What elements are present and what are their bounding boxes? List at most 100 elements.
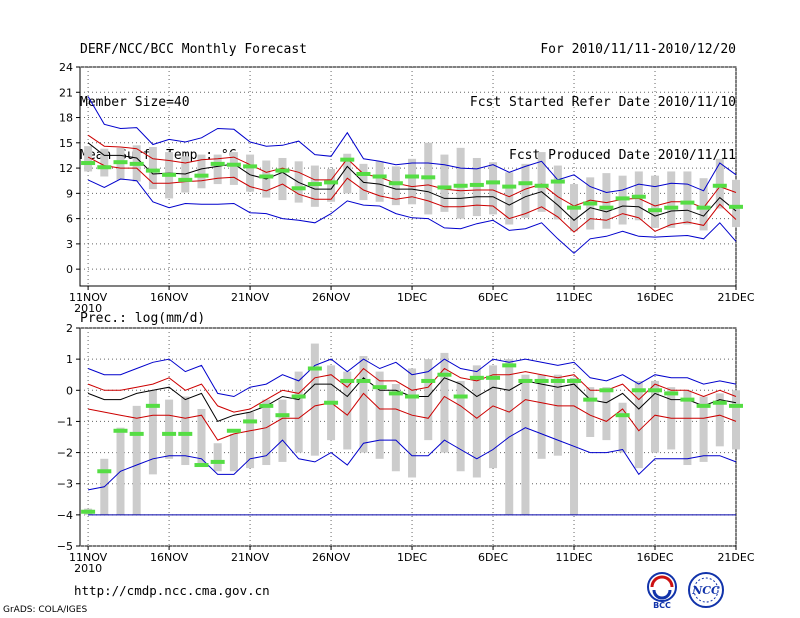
- panel1-x-tick-label: 1DEC: [397, 291, 427, 304]
- panel1-member-marker: [502, 184, 517, 189]
- panel2-member-marker: [259, 403, 274, 408]
- panel1-member-marker: [583, 201, 598, 206]
- panel2-member-marker: [275, 413, 290, 418]
- panel2-ensemble-box: [683, 390, 692, 466]
- panel1-ensemble-box: [521, 163, 530, 218]
- panel2-series-upper-line: [87, 367, 737, 413]
- panel2-ensemble-box: [732, 390, 740, 450]
- panel2-y-tick-label: 1: [66, 353, 73, 366]
- panel2-y-tick-label: −4: [57, 509, 73, 522]
- grads-credit: GrADS: COLA/IGES: [3, 605, 88, 615]
- panel2-member-marker: [550, 378, 565, 383]
- panel1-member-marker: [664, 205, 679, 210]
- panel2-ensemble-box: [489, 365, 498, 469]
- panel2-member-marker: [113, 428, 128, 433]
- panel1-member-marker: [372, 174, 387, 179]
- panel1-ensemble-box: [553, 165, 562, 220]
- panel2-member-marker: [162, 431, 177, 436]
- panel1-ensemble-box: [375, 161, 384, 202]
- panel1-member-marker: [162, 172, 177, 177]
- panel1-member-marker: [243, 164, 258, 169]
- ncc-logo-label: NCC: [691, 584, 720, 597]
- panel1-x-tick-label: 21NOV: [231, 291, 270, 304]
- panel1-member-marker: [275, 168, 290, 173]
- panel2-member-marker: [210, 459, 225, 464]
- panel1-member-marker: [648, 208, 663, 213]
- forecast-period: For 2010/11/11-2010/12/20: [540, 42, 736, 57]
- panel2-ensemble-box: [651, 380, 660, 453]
- panel1-ensemble-box: [732, 179, 740, 228]
- panel1-ensemble-box: [408, 158, 417, 205]
- panel2-member-marker: [307, 366, 322, 371]
- panel2-ensemble-box: [181, 396, 190, 466]
- panel1-member-marker: [259, 174, 274, 179]
- panel1-x-tick-year: 2010: [74, 302, 102, 315]
- panel2-member-marker: [324, 400, 339, 405]
- panel2-ensemble-box: [294, 371, 303, 453]
- panel1-x-tick-label: 11NOV: [69, 291, 108, 304]
- panel2-ensemble-box: [197, 408, 206, 466]
- panel1-ensemble-box: [537, 152, 546, 212]
- panel2-ensemble-box: [229, 433, 238, 472]
- panel2-x-tick-label: 21NOV: [231, 551, 270, 564]
- panel2-y-tick-label: −1: [57, 415, 73, 428]
- panel1-y-tick-label: 15: [59, 137, 73, 150]
- panel2-x-tick-label: 21DEC: [717, 551, 754, 564]
- panel2-y-tick-label: 0: [66, 384, 73, 397]
- panel2-x-tick-label: 26NOV: [312, 551, 351, 564]
- panel1-ensemble-box: [667, 171, 676, 228]
- panel2-member-marker: [648, 388, 663, 393]
- panel2-member-marker: [291, 394, 306, 399]
- panel2-ensemble-box: [278, 399, 287, 462]
- panel2-x-tick-label: 16NOV: [150, 551, 189, 564]
- panel1-x-tick-label: 16NOV: [150, 291, 189, 304]
- panel2-member-marker: [583, 397, 598, 402]
- panel1-y-tick-label: 12: [59, 162, 73, 175]
- panel1-member-marker: [129, 161, 144, 166]
- panel2-member-marker: [599, 388, 614, 393]
- panel1-member-marker: [178, 177, 193, 182]
- panel2-ensemble-box: [165, 399, 174, 459]
- panel2-member-marker: [372, 385, 387, 390]
- panel1-ensemble-box: [213, 154, 222, 185]
- panel1-ensemble-box: [456, 147, 465, 219]
- panel2-member-marker: [469, 375, 484, 380]
- panel1-ensemble-box: [100, 148, 109, 177]
- panel1-ensemble-box: [391, 166, 400, 206]
- panel2-ensemble-box: [375, 371, 384, 459]
- source-url[interactable]: http://cmdp.ncc.cma.gov.cn: [74, 583, 270, 598]
- panel1-series-mean-line: [87, 142, 737, 221]
- panel1-member-marker: [469, 182, 484, 187]
- panel2-member-marker: [243, 419, 258, 424]
- panel1-member-marker: [194, 173, 209, 178]
- panel1-x-tick-label: 16DEC: [636, 291, 673, 304]
- panel2-member-marker: [145, 403, 160, 408]
- panel2-ensemble-box: [408, 368, 417, 478]
- panel2-member-marker: [631, 388, 646, 393]
- panel1-member-marker: [356, 171, 371, 176]
- panel2-ensemble-box: [537, 374, 546, 459]
- panel2-y-tick-label: −2: [57, 447, 73, 460]
- panel2-ensemble-box: [310, 343, 319, 456]
- panel2-y-tick-label: 2: [66, 322, 73, 335]
- panel2-member-marker: [421, 378, 436, 383]
- panel2-ensemble-box: [424, 359, 433, 441]
- panel1-member-marker: [486, 180, 501, 185]
- panel2-ensemble-box: [586, 387, 595, 437]
- panel1-member-marker: [437, 185, 452, 190]
- panel1-ensemble-box: [197, 154, 206, 189]
- panel2-member-marker: [696, 403, 711, 408]
- panel2-member-marker: [129, 431, 144, 436]
- panel2-ensemble-box: [456, 380, 465, 472]
- header-right: For 2010/11/11-2010/12/20 Fcst Started R…: [470, 10, 736, 185]
- panel1-member-marker: [631, 194, 646, 199]
- panel1-ensemble-box: [602, 173, 611, 229]
- panel2-x-tick-label: 16DEC: [636, 551, 673, 564]
- panel1-member-marker: [599, 205, 614, 210]
- panel1-member-marker: [388, 181, 403, 186]
- panel1-member-marker: [550, 179, 565, 184]
- panel1-series-min-line: [87, 178, 737, 254]
- panel1-x-tick-label: 11DEC: [555, 291, 592, 304]
- panel2-x-tick-label: 11NOV: [69, 551, 108, 564]
- panel2-ensemble-box: [359, 356, 368, 453]
